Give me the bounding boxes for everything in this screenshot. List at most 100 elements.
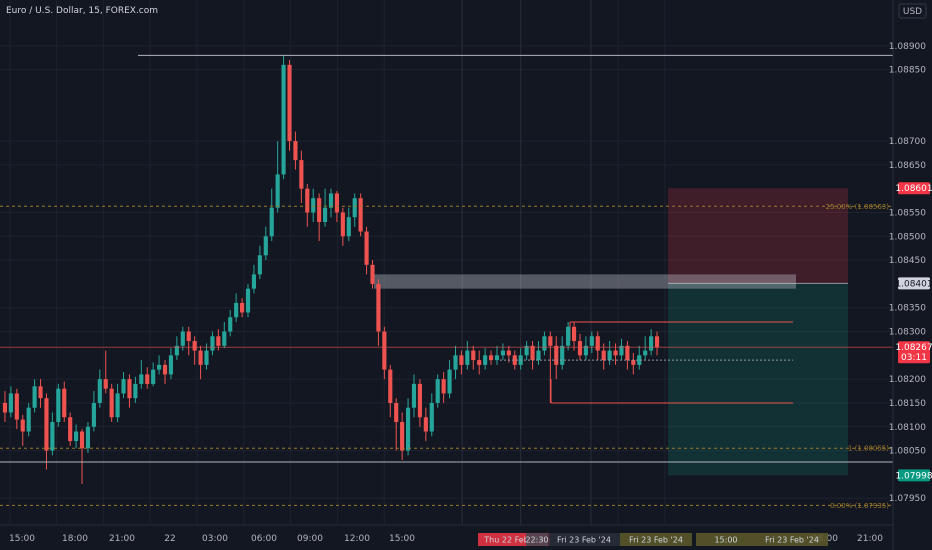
price-tick-label: 1.08500 (889, 232, 926, 242)
candle-body (530, 345, 535, 361)
price-tick-label: 1.08650 (889, 161, 926, 171)
candle-body (328, 193, 334, 208)
candle-body (145, 374, 150, 384)
currency-button[interactable]: USD (903, 7, 922, 17)
candle-body (607, 350, 612, 361)
candle-body (8, 393, 13, 413)
candle-body (429, 402, 434, 432)
candle-body (228, 317, 233, 332)
candle-body (275, 174, 280, 208)
timeline-label-bg (756, 533, 828, 546)
candle-body (524, 345, 529, 356)
price-tick-label: 1.08350 (889, 304, 926, 314)
candle-body (133, 383, 138, 399)
candle-body (38, 386, 43, 399)
time-tick-label: 15:00 (9, 534, 35, 544)
candle-body (216, 336, 221, 346)
symbol-title[interactable]: Euro / U.S. Dollar, 15, FOREX.com (6, 6, 158, 16)
candle-body (506, 350, 511, 356)
timeline-label-bg (548, 533, 620, 546)
candle-body (453, 355, 458, 370)
price-tick-label: 1.08300 (889, 328, 926, 338)
time-tick-label: 22 (164, 534, 175, 544)
fib-level-label: 0.00% (1.07935) (830, 502, 889, 510)
candle-body (358, 198, 363, 232)
candle-body (245, 288, 251, 313)
price-tick-label: 1.08450 (889, 256, 926, 266)
candle-body (654, 336, 660, 348)
candle-body (649, 336, 654, 351)
timeline-label-bg (620, 533, 692, 546)
price-tag-label: 1.08267 (895, 343, 932, 353)
candle-body (536, 350, 541, 361)
candle-body (44, 398, 49, 451)
stop-loss-zone[interactable] (668, 188, 848, 284)
candle-body (317, 198, 322, 222)
candle-body (554, 345, 559, 365)
candle-body (257, 255, 262, 275)
time-tick-label: 21:00 (857, 534, 883, 544)
candle-body (352, 198, 357, 218)
take-profit-zone[interactable] (668, 283, 848, 476)
timeline-label: 15:00 (714, 536, 737, 545)
candle-body (20, 419, 25, 432)
drawings-layer (374, 188, 848, 476)
candle-body (488, 355, 494, 361)
time-tick-label: 06:00 (251, 534, 277, 544)
candle-body (405, 407, 411, 451)
timeline-label: Thu 22 Feb '24 (483, 536, 543, 545)
candle-body (198, 350, 203, 365)
candle-body (601, 350, 606, 361)
candle-body (477, 360, 482, 365)
candle-body (240, 302, 245, 313)
candle-body (97, 379, 102, 403)
timeline-label: Fri 23 Feb '24 (557, 536, 611, 545)
timeline-label: Fri 23 Feb '24 (629, 536, 683, 545)
candle-body (577, 341, 583, 356)
price-tick-label: 1.08850 (889, 66, 926, 76)
price-tick-label: 1.08900 (889, 42, 926, 52)
candle-body (305, 188, 310, 213)
price-tick-label: 1.08050 (889, 447, 926, 457)
candle-body (174, 345, 179, 356)
candle-body (263, 236, 268, 256)
candle-body (417, 383, 422, 418)
candle-body (251, 274, 257, 289)
candle-body (595, 336, 600, 351)
price-axis[interactable]: 1.08900 1.08850 1.08700 1.08650 1.08550 1.085… (889, 42, 926, 504)
currency-button-frame[interactable] (898, 3, 927, 19)
candle-body (79, 431, 85, 449)
supply-zone[interactable] (374, 274, 796, 289)
candle-body (571, 326, 577, 342)
price-axis-panel[interactable] (893, 0, 932, 550)
price-tag-bg (898, 277, 930, 290)
candle-body (625, 345, 630, 361)
candle-body (299, 160, 304, 189)
candle-body (340, 212, 345, 237)
candle-body (74, 431, 79, 442)
candle-body (465, 350, 470, 365)
candle-body (400, 422, 405, 451)
time-tick-label: 12:00 (344, 534, 370, 544)
candle-body (186, 331, 191, 342)
candle-body (459, 355, 464, 365)
fib-level-label: 25.00% (1.08563) (826, 203, 890, 211)
time-tick-label: 15:00 (389, 534, 415, 544)
candle-body (281, 64, 286, 175)
candle-body (613, 350, 618, 356)
candle-body (68, 417, 73, 442)
candle-body (388, 369, 393, 403)
candle-body (322, 207, 328, 222)
candle-body (566, 326, 571, 346)
overlay-layer: 25.00% (1.08563) 1 (1.08055) 0.00% (1.0793… (0, 54, 893, 510)
candle-body (494, 355, 500, 361)
candle-body (162, 364, 168, 375)
candle-body (512, 355, 517, 365)
candle-body (583, 345, 588, 356)
candle-body (441, 379, 446, 394)
candle-body (127, 379, 132, 399)
price-tick-label: 1.08550 (889, 208, 926, 218)
candle-body (26, 407, 31, 432)
